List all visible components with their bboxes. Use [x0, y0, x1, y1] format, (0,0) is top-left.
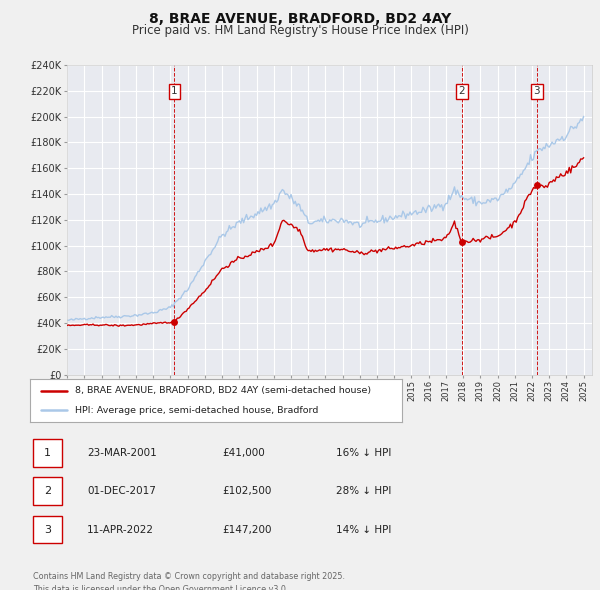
Text: HPI: Average price, semi-detached house, Bradford: HPI: Average price, semi-detached house,…	[74, 406, 318, 415]
Text: 1: 1	[171, 86, 178, 96]
Text: 8, BRAE AVENUE, BRADFORD, BD2 4AY: 8, BRAE AVENUE, BRADFORD, BD2 4AY	[149, 12, 451, 26]
Text: 28% ↓ HPI: 28% ↓ HPI	[336, 486, 391, 496]
Text: £41,000: £41,000	[222, 448, 265, 458]
Text: 3: 3	[533, 86, 540, 96]
Text: 8, BRAE AVENUE, BRADFORD, BD2 4AY (semi-detached house): 8, BRAE AVENUE, BRADFORD, BD2 4AY (semi-…	[74, 386, 371, 395]
Text: £102,500: £102,500	[222, 486, 271, 496]
Text: Price paid vs. HM Land Registry's House Price Index (HPI): Price paid vs. HM Land Registry's House …	[131, 24, 469, 37]
Text: 23-MAR-2001: 23-MAR-2001	[87, 448, 157, 458]
Text: 14% ↓ HPI: 14% ↓ HPI	[336, 525, 391, 535]
Text: 2: 2	[458, 86, 465, 96]
Text: 1: 1	[44, 448, 51, 458]
Text: 01-DEC-2017: 01-DEC-2017	[87, 486, 156, 496]
Text: £147,200: £147,200	[222, 525, 271, 535]
Text: 2: 2	[44, 486, 51, 496]
Text: Contains HM Land Registry data © Crown copyright and database right 2025.
This d: Contains HM Land Registry data © Crown c…	[33, 572, 345, 590]
Text: 3: 3	[44, 525, 51, 535]
Text: 16% ↓ HPI: 16% ↓ HPI	[336, 448, 391, 458]
Text: 11-APR-2022: 11-APR-2022	[87, 525, 154, 535]
